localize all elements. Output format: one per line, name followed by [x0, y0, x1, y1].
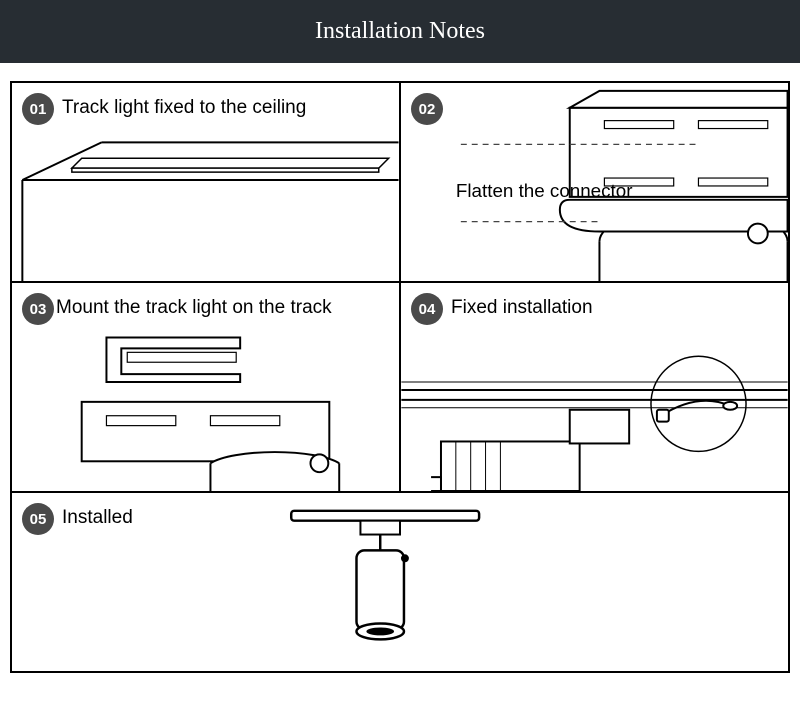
step-cell-02: 02 [400, 82, 789, 282]
step-cell-01: 01 Track light fixed to the ceiling [11, 82, 400, 282]
header-title: Installation Notes [0, 0, 800, 63]
step-caption: Fixed installation [451, 297, 593, 319]
grid-row: 01 Track light fixed to the ceiling [11, 82, 789, 282]
step-badge: 03 [22, 293, 54, 325]
step-caption: Track light fixed to the ceiling [62, 97, 306, 119]
step-caption: Installed [62, 507, 133, 529]
instruction-grid: 01 Track light fixed to the ceiling [10, 81, 790, 673]
grid-row: 05 Installed [11, 492, 789, 672]
step-badge: 02 [411, 93, 443, 125]
step-badge: 04 [411, 293, 443, 325]
grid-row: 03 Mount the track light on the track [11, 282, 789, 492]
step-badge: 01 [22, 93, 54, 125]
step-cell-05: 05 Installed [11, 492, 789, 672]
step-02-label-text: Flatten the connector [456, 180, 633, 201]
step-02-diagram: Flatten the connector [401, 83, 788, 281]
step-badge: 05 [22, 503, 54, 535]
step-cell-03: 03 Mount the track light on the track [11, 282, 400, 492]
step-caption: Mount the track light on the track [56, 297, 332, 319]
step-cell-04: 04 Fixed installation [400, 282, 789, 492]
